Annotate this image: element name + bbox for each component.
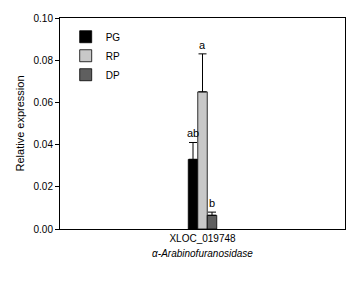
svg-text:b: b [209, 197, 215, 209]
svg-text:a: a [199, 39, 206, 51]
svg-text:DP: DP [106, 70, 120, 81]
svg-text:XLOC_019748: XLOC_019748 [169, 233, 236, 244]
svg-text:0.02: 0.02 [34, 181, 54, 192]
svg-text:ab: ab [187, 127, 199, 139]
svg-text:0.10: 0.10 [34, 13, 54, 24]
svg-text:α-Arabinofuranosidase: α-Arabinofuranosidase [152, 248, 253, 259]
svg-text:0.06: 0.06 [34, 97, 54, 108]
svg-text:0.04: 0.04 [34, 139, 54, 150]
svg-text:0.00: 0.00 [34, 224, 54, 235]
svg-text:Relative expression: Relative expression [14, 76, 26, 172]
svg-text:PG: PG [106, 32, 121, 43]
svg-text:0.08: 0.08 [34, 55, 54, 66]
svg-text:RP: RP [106, 51, 120, 62]
